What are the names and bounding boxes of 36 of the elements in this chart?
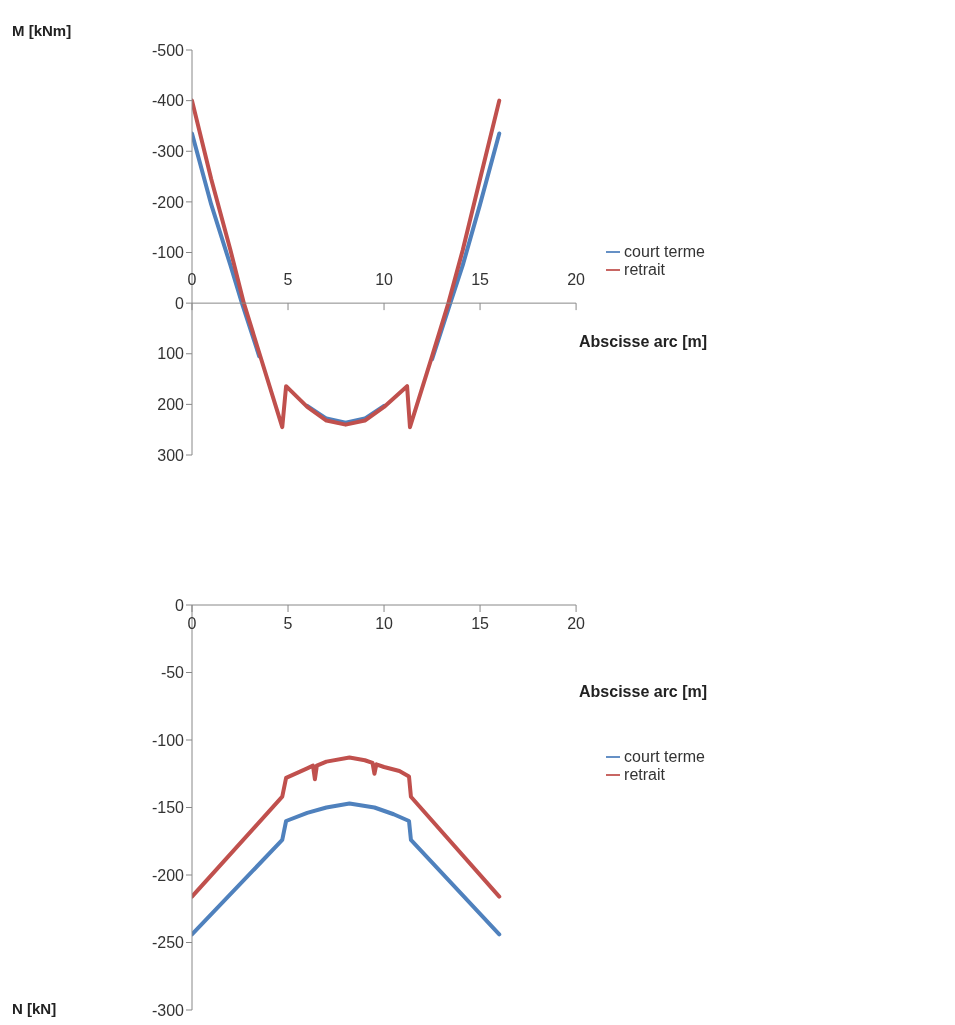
y-tick-label: -500 bbox=[151, 41, 185, 59]
y-tick-label: -50 bbox=[160, 664, 185, 682]
legend-label: retrait bbox=[624, 765, 665, 783]
y-tick-label: -100 bbox=[151, 731, 185, 749]
x-tick-label: 5 bbox=[283, 615, 293, 632]
y-axis-title: M [kNm] bbox=[12, 22, 72, 39]
x-tick-label: 20 bbox=[567, 271, 586, 289]
y-tick-label: -250 bbox=[151, 934, 185, 952]
x-tick-label: 10 bbox=[375, 271, 394, 289]
x-tick-label: 20 bbox=[567, 615, 586, 632]
legend-label: court terme bbox=[624, 242, 705, 260]
y-tick-label: 200 bbox=[157, 396, 185, 414]
line-series bbox=[192, 801, 502, 937]
y-tick-label: 300 bbox=[157, 446, 185, 464]
x-axis-title: Abscisse arc [m] bbox=[579, 683, 708, 701]
y-tick-label: -200 bbox=[151, 866, 185, 884]
x-tick-label: 5 bbox=[283, 271, 293, 289]
y-tick-label: 0 bbox=[175, 596, 185, 614]
y-tick-label: -150 bbox=[151, 799, 185, 817]
legend-label: retrait bbox=[624, 260, 665, 278]
y-tick-label: 100 bbox=[157, 345, 185, 363]
line-series bbox=[192, 755, 502, 899]
y-tick-label: -200 bbox=[151, 193, 185, 211]
x-tick-label: 15 bbox=[471, 271, 490, 289]
y-tick-label: 0 bbox=[175, 294, 185, 312]
y-tick-label: -100 bbox=[151, 244, 185, 262]
x-tick-label: 15 bbox=[471, 615, 490, 632]
y-axis-title: N [kN] bbox=[12, 1000, 57, 1017]
y-tick-label: -400 bbox=[151, 92, 185, 110]
x-tick-label: 0 bbox=[187, 271, 197, 289]
x-tick-label: 10 bbox=[375, 615, 394, 632]
x-tick-label: 0 bbox=[187, 615, 197, 632]
y-tick-label: -300 bbox=[151, 142, 185, 160]
x-axis-title: Abscisse arc [m] bbox=[579, 333, 708, 352]
y-tick-label: -300 bbox=[151, 1001, 185, 1019]
legend-label: court terme bbox=[624, 747, 705, 765]
